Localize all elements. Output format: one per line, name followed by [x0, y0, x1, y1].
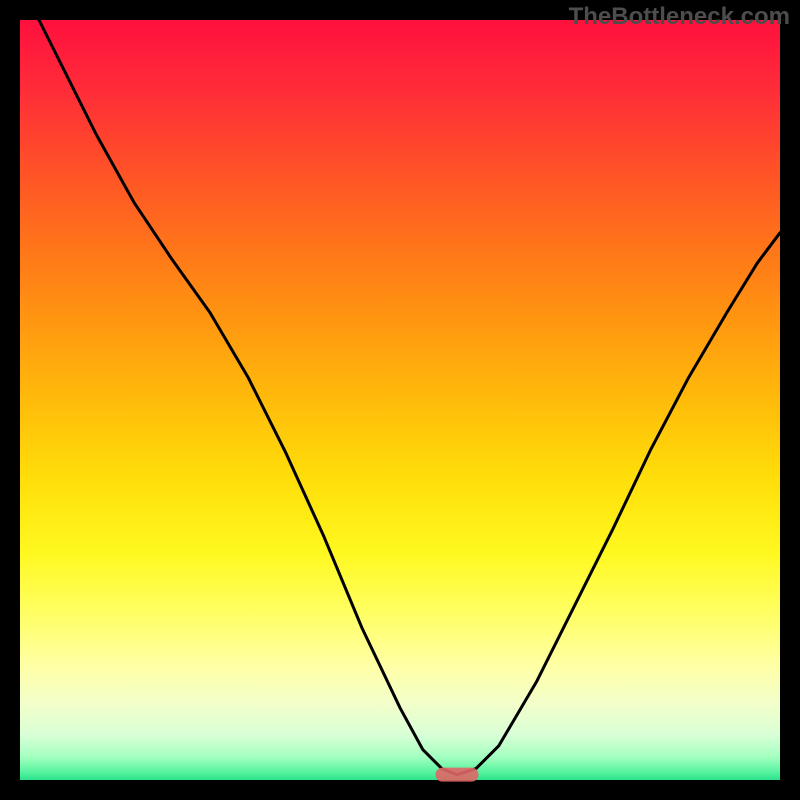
plot-area — [20, 20, 780, 780]
bottleneck-curve — [20, 20, 780, 780]
chart-frame: TheBottleneck.com — [0, 0, 800, 800]
curve-path — [39, 20, 780, 775]
watermark-text: TheBottleneck.com — [569, 3, 790, 31]
bottleneck-marker — [436, 768, 479, 782]
